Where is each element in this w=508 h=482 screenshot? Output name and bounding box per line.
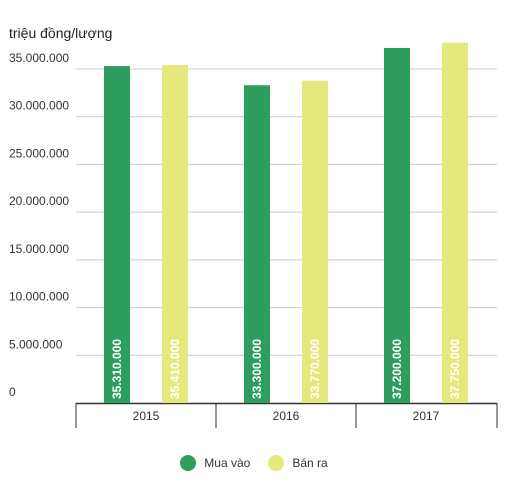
legend-item-mua-vao: Mua vào [180, 455, 250, 471]
x-tick-label: 2015 [133, 409, 160, 423]
legend-swatch-ban-ra [268, 455, 285, 471]
x-tick-label: 2017 [413, 409, 440, 423]
y-tick-label: 10.000.000 [9, 290, 69, 304]
legend-item-ban-ra: Bán ra [268, 455, 328, 471]
y-tick-label: 20.000.000 [9, 194, 69, 208]
y-tick-label: 15.000.000 [9, 242, 69, 256]
y-tick-label: 0 [9, 385, 16, 399]
y-tick-label: 35.000.000 [9, 51, 69, 65]
bar [302, 80, 328, 403]
y-tick-label: 30.000.000 [9, 99, 69, 113]
y-tick-label: 25.000.000 [9, 146, 69, 160]
bar [384, 48, 410, 404]
legend-swatch-mua-vao [180, 455, 197, 471]
bar-data-label: 35.410.000 [168, 339, 182, 399]
bar-data-label: 37.750.000 [448, 339, 462, 399]
bar [162, 65, 188, 403]
legend-label-mua-vao: Mua vào [204, 456, 251, 470]
bar [442, 42, 468, 403]
y-axis-unit-label: triệu đồng/lượng [9, 25, 113, 41]
legend: Mua vào Bán ra [0, 455, 508, 471]
bar-data-label: 35.310.000 [110, 339, 124, 399]
y-tick-label: 5.000.000 [9, 337, 63, 351]
bar-data-label: 33.770.000 [308, 339, 322, 399]
bar-data-label: 37.200.000 [390, 339, 404, 399]
bar-data-label: 33.300.000 [250, 339, 264, 399]
bar [104, 66, 130, 403]
bar [244, 85, 270, 404]
x-tick-label: 2016 [273, 409, 300, 423]
legend-label-ban-ra: Bán ra [292, 456, 328, 470]
